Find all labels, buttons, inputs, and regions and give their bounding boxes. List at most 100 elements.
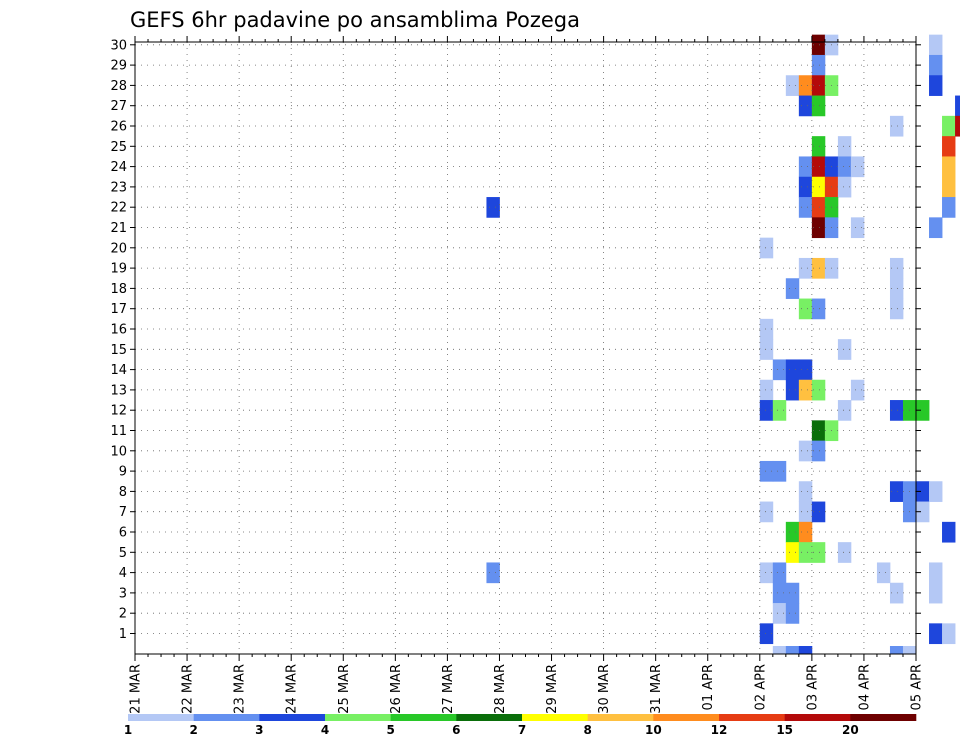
y-tick-label: 23 xyxy=(110,180,127,195)
heatmap-cell xyxy=(759,318,774,340)
heatmap-cell xyxy=(798,257,813,279)
y-tick-label: 10 xyxy=(110,444,127,459)
heatmap-cell xyxy=(850,156,865,178)
heatmap-cell xyxy=(811,440,826,462)
legend-label: 15 xyxy=(776,723,793,737)
heatmap-cell xyxy=(772,582,787,604)
heatmap-cell xyxy=(942,136,956,157)
legend-swatch xyxy=(522,714,588,721)
x-tick-label: 30 MAR xyxy=(597,664,612,714)
y-tick-label: 28 xyxy=(110,79,127,94)
heatmap-cell xyxy=(902,646,917,654)
heatmap-cell xyxy=(889,298,904,320)
legend-label: 6 xyxy=(452,723,460,737)
heatmap-cell xyxy=(837,156,852,178)
x-tick-label: 02 APR xyxy=(753,664,768,710)
heatmap-cell xyxy=(929,582,943,604)
legend-swatch xyxy=(259,714,326,721)
heatmap-cell xyxy=(798,481,813,502)
heatmap-cell xyxy=(929,217,943,239)
heatmap-cell xyxy=(798,197,813,218)
heatmap-cell xyxy=(486,562,500,584)
y-tick-label: 16 xyxy=(110,323,127,338)
heatmap-cell xyxy=(772,400,787,421)
heatmap-cell xyxy=(811,136,826,157)
x-tick-label: 05 APR xyxy=(910,664,925,710)
heatmap-cell xyxy=(955,95,960,117)
heatmap-cell xyxy=(929,34,943,56)
heatmap-cell xyxy=(837,542,852,563)
heatmap-cell xyxy=(486,197,500,218)
heatmap-cell xyxy=(811,95,826,117)
x-axis: 21 MAR 22 MAR 23 MAR 24 MAR 25 MAR 26 MAR 27 M… xyxy=(129,36,925,714)
y-tick-label: 27 xyxy=(110,99,127,114)
heatmap-cell xyxy=(889,115,904,137)
heatmap-cell xyxy=(811,54,826,76)
y-axis: 1234567891011121314151617181920212223242… xyxy=(110,38,921,642)
heatmap-cell xyxy=(759,379,774,401)
y-tick-label: 26 xyxy=(110,120,127,135)
y-tick-label: 17 xyxy=(110,302,127,317)
heatmap-cell xyxy=(798,501,813,523)
legend-swatch xyxy=(784,714,851,721)
y-tick-label: 13 xyxy=(110,383,127,398)
x-tick-label: 23 MAR xyxy=(233,664,248,714)
legend-label: 7 xyxy=(518,723,526,737)
heatmap-cell xyxy=(772,359,787,381)
heatmap-cell xyxy=(916,400,930,421)
legend-swatch xyxy=(128,714,194,721)
heatmap-cell xyxy=(811,75,826,96)
heatmap-cell xyxy=(759,623,774,645)
y-tick-label: 2 xyxy=(119,607,127,622)
heatmap-cell xyxy=(785,646,800,654)
heatmap-cell xyxy=(772,460,787,482)
heatmap-cell xyxy=(942,156,956,178)
x-tick-label: 01 APR xyxy=(701,664,716,710)
y-tick-label: 14 xyxy=(110,363,127,378)
heatmap-cell xyxy=(811,197,826,218)
heatmap-cell xyxy=(876,562,891,584)
heatmap-cell xyxy=(955,115,960,137)
heatmap-cell xyxy=(798,95,813,117)
heatmap-cell xyxy=(889,257,904,279)
y-tick-label: 3 xyxy=(119,586,127,601)
x-tick-label: 22 MAR xyxy=(181,664,196,714)
x-tick-label: 29 MAR xyxy=(545,664,560,714)
heatmap-cell xyxy=(889,646,904,654)
y-tick-label: 9 xyxy=(119,465,127,480)
y-tick-label: 29 xyxy=(110,59,127,74)
legend-label: 8 xyxy=(583,723,591,737)
heatmap-cell xyxy=(785,75,800,96)
data-cells xyxy=(486,34,960,654)
heatmap-cell xyxy=(772,562,787,584)
heatmap-cell xyxy=(811,257,826,279)
legend-label: 3 xyxy=(255,723,263,737)
heatmap-cell xyxy=(759,339,774,360)
heatmap-cell xyxy=(785,359,800,381)
legend-swatch xyxy=(653,714,720,721)
y-tick-label: 30 xyxy=(110,38,127,53)
heatmap-cell xyxy=(798,359,813,381)
heatmap-cell xyxy=(759,460,774,482)
heatmap-cell xyxy=(811,379,826,401)
legend-label: 10 xyxy=(645,723,662,737)
heatmap-cell xyxy=(798,298,813,320)
heatmap-cell xyxy=(929,623,943,645)
legend-swatch xyxy=(850,714,917,721)
heatmap-cell xyxy=(889,582,904,604)
chart-title: GEFS 6hr padavine po ansamblima Pozega xyxy=(130,8,580,32)
heatmap-cell xyxy=(929,75,943,96)
x-tick-label: 24 MAR xyxy=(285,664,300,714)
heatmap-cell xyxy=(785,603,800,624)
heatmap-cell xyxy=(811,501,826,523)
heatmap-cell xyxy=(837,339,852,360)
heatmap-cell xyxy=(889,278,904,299)
legend-swatch xyxy=(193,714,260,721)
legend-swatch xyxy=(719,714,785,721)
heatmap-cell xyxy=(811,542,826,563)
y-tick-label: 7 xyxy=(119,505,127,520)
heatmap-cell xyxy=(798,542,813,563)
legend-label: 20 xyxy=(842,723,859,737)
legend-label: 5 xyxy=(386,723,394,737)
